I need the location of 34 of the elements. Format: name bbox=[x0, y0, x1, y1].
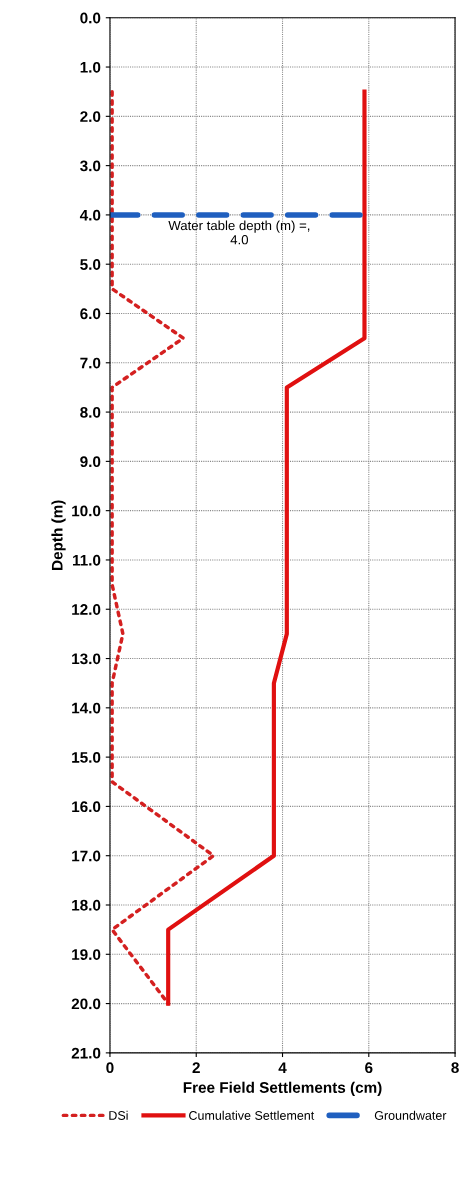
x-tick-label: 8 bbox=[451, 1062, 459, 1074]
y-tick-label: 14.0 bbox=[72, 702, 101, 714]
y-tick-label: 16.0 bbox=[72, 801, 101, 813]
y-tick-label: 13.0 bbox=[72, 653, 101, 665]
y-tick-label: 5.0 bbox=[80, 259, 101, 270]
x-tick-label: 6 bbox=[365, 1062, 373, 1074]
x-axis-title: Free Field Settlements (cm) bbox=[183, 1081, 382, 1096]
legend-label: Groundwater bbox=[374, 1110, 447, 1120]
y-tick-label: 7.0 bbox=[80, 357, 101, 369]
annotation: Water table depth (m) =, 4.0 bbox=[168, 220, 310, 245]
y-tick-label: 10.0 bbox=[72, 505, 101, 517]
y-tick-label: 12.0 bbox=[72, 604, 101, 615]
y-tick-label: 3.0 bbox=[80, 160, 101, 172]
y-tick-label: 2.0 bbox=[80, 111, 101, 123]
legend-label: Cumulative Settlement bbox=[189, 1110, 315, 1120]
y-tick-label: 11.0 bbox=[73, 554, 101, 566]
y-tick-label: 6.0 bbox=[80, 308, 101, 320]
y-tick-label: 17.0 bbox=[72, 850, 101, 862]
y-tick-label: 8.0 bbox=[80, 406, 101, 418]
y-tick-label: 15.0 bbox=[72, 751, 101, 763]
x-tick-label: 0 bbox=[106, 1062, 114, 1074]
y-tick-label: 21.0 bbox=[71, 1047, 101, 1059]
y-axis-title: Depth (m) bbox=[51, 500, 66, 570]
y-tick-label: 4.0 bbox=[79, 209, 101, 221]
y-tick-label: 9.0 bbox=[80, 456, 101, 468]
y-tick-label: 1.0 bbox=[80, 61, 101, 73]
y-tick-label: 18.0 bbox=[72, 899, 101, 911]
y-tick-label: 20.0 bbox=[71, 998, 101, 1010]
x-tick-label: 2 bbox=[192, 1062, 200, 1073]
y-tick-label: 0.0 bbox=[80, 12, 101, 24]
y-tick-label: 19.0 bbox=[72, 949, 101, 960]
line-series bbox=[166, 89, 367, 1006]
legend-label: DSi bbox=[109, 1110, 128, 1120]
x-tick-label: 4 bbox=[278, 1062, 287, 1073]
